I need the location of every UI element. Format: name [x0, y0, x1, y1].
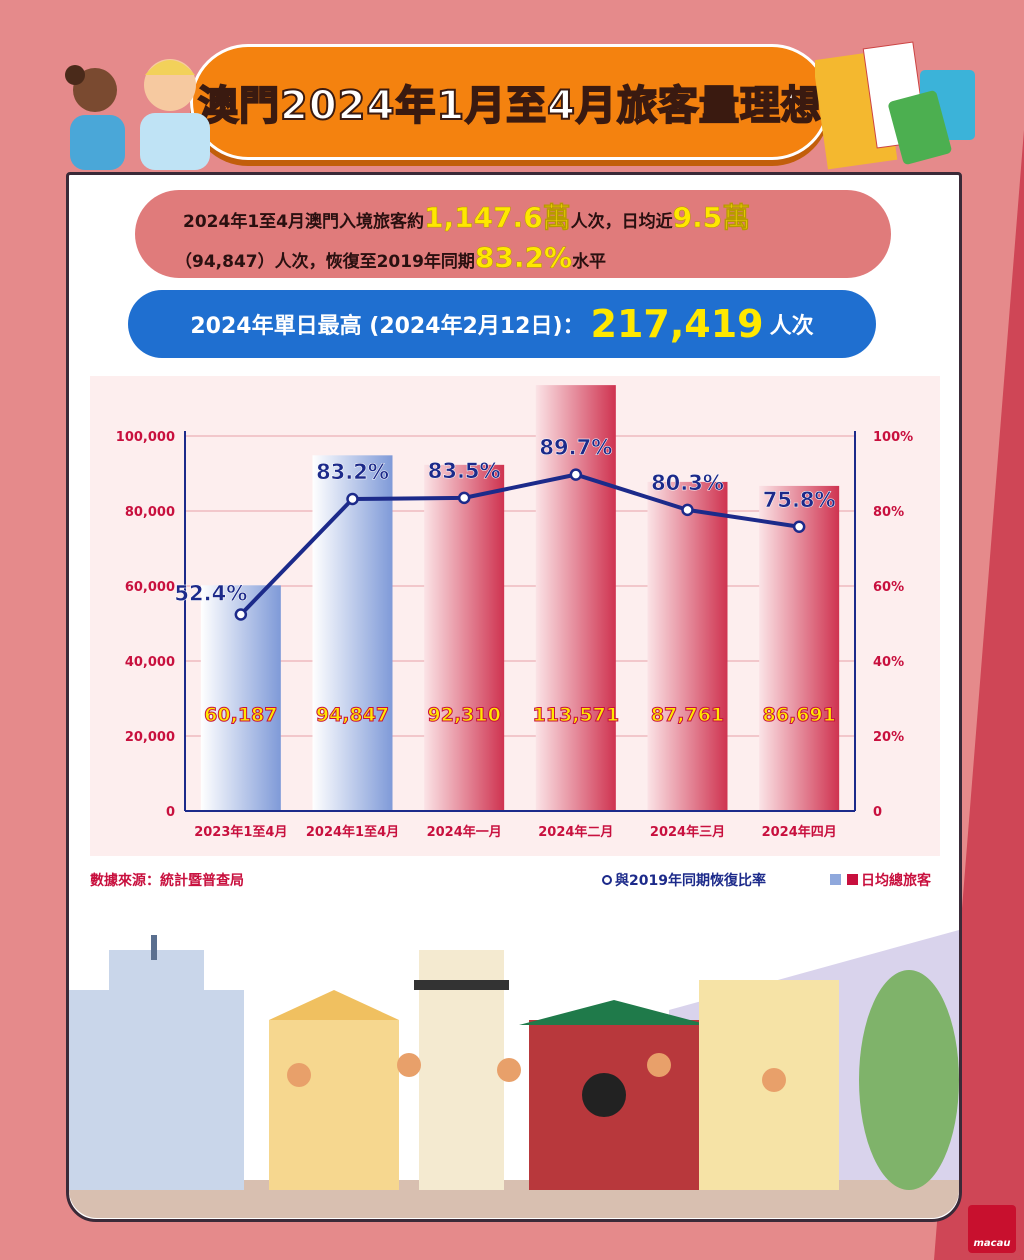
recovery-point [457, 491, 471, 505]
bar-value-label: 60,187 [204, 704, 277, 726]
recovery-label: 89.7% [539, 436, 612, 460]
recovery-label: 75.8% [763, 488, 836, 512]
x-tick-label: 2024年一月 [427, 824, 502, 840]
right-tick-label: 0 [873, 805, 882, 820]
recovery-label: 52.4% [174, 582, 247, 606]
x-tick-label: 2024年三月 [650, 824, 725, 840]
summary-text: 水平 [572, 252, 607, 272]
left-tick-label: 60,000 [125, 580, 175, 595]
map-passport-illustration [815, 41, 975, 170]
recovery-label: 80.3% [651, 471, 724, 495]
recovery-point [569, 468, 583, 481]
bar-value-label: 94,847 [316, 704, 389, 726]
left-tick-label: 40,000 [125, 655, 175, 670]
peak-unit: 人次 [769, 314, 814, 339]
summary-text: （94,847）人次，恢復至2019年同期 [175, 252, 475, 272]
macau-tourism-logo: macau [968, 1205, 1016, 1253]
peak-label: 2024年單日最高 (2024年2月12日)： [190, 314, 585, 339]
bar [200, 585, 281, 811]
left-tick-label: 100,000 [116, 430, 175, 445]
bar [424, 464, 505, 811]
legend-red-square-icon [847, 874, 858, 885]
recovery-point [346, 492, 359, 506]
daily-average-value: 9.5萬 [672, 201, 751, 235]
x-tick-label: 2024年1至4月 [306, 824, 399, 840]
recovery-point [234, 608, 248, 621]
bar [312, 455, 393, 811]
peak-banner: 2024年單日最高 (2024年2月12日)： 217,419 人次 [128, 290, 876, 358]
bar-value-label: 86,691 [763, 704, 836, 726]
x-tick-label: 2024年二月 [538, 824, 613, 840]
bar [647, 481, 728, 811]
legend-line-label: 與2019年同期恢復比率 [615, 873, 766, 889]
right-tick-label: 60% [873, 580, 904, 595]
bar-value-label: 87,761 [651, 704, 724, 726]
legend-bars: 日均總旅客 [830, 870, 931, 890]
right-tick-label: 100% [873, 430, 913, 445]
legend-blue-square-icon [830, 874, 841, 885]
recovery-label: 83.2% [316, 460, 389, 484]
summary-banner: 2024年1至4月澳門入境旅客約1,147.6萬人次，日均近9.5萬 （94,8… [135, 190, 891, 278]
left-tick-label: 80,000 [125, 505, 175, 520]
right-tick-label: 20% [873, 730, 904, 745]
bar-value-label: 113,571 [533, 704, 620, 726]
left-tick-label: 20,000 [125, 730, 175, 745]
page-title: 澳門2024年1月至4月旅客量理想 [190, 44, 830, 160]
macau-landmarks-illustration [69, 930, 959, 1218]
total-visitors-value: 1,147.6萬 [423, 201, 571, 235]
combo-chart: 0 0 20,000 20% 40,000 40% 60,000 60% 80,000 80% 10… [116, 385, 913, 840]
x-tick-label: 2024年四月 [762, 824, 837, 840]
peak-value: 217,419 [590, 302, 764, 346]
legend-circle-icon [602, 875, 612, 885]
recovery-point [792, 520, 806, 533]
summary-text: 人次，日均近 [570, 212, 673, 232]
right-tick-label: 80% [873, 505, 904, 520]
recovery-line [239, 472, 800, 616]
legend-line: 與2019年同期恢復比率 [602, 870, 766, 890]
right-tick-label: 40% [873, 655, 904, 670]
left-tick-label: 0 [166, 805, 175, 820]
bar-value-label: 92,310 [428, 704, 501, 726]
tourists-illustration [65, 59, 210, 170]
summary-text: 2024年1至4月澳門入境旅客約 [183, 212, 424, 232]
recovery-label: 83.5% [428, 459, 501, 483]
data-source: 數據來源：統計暨普查局 [90, 873, 244, 889]
legend-bars-label: 日均總旅客 [861, 873, 931, 889]
x-tick-label: 2023年1至4月 [194, 824, 287, 840]
recovery-point [681, 503, 694, 517]
bar [535, 385, 616, 811]
bar [759, 485, 840, 811]
recovery-value: 83.2% [474, 241, 573, 275]
